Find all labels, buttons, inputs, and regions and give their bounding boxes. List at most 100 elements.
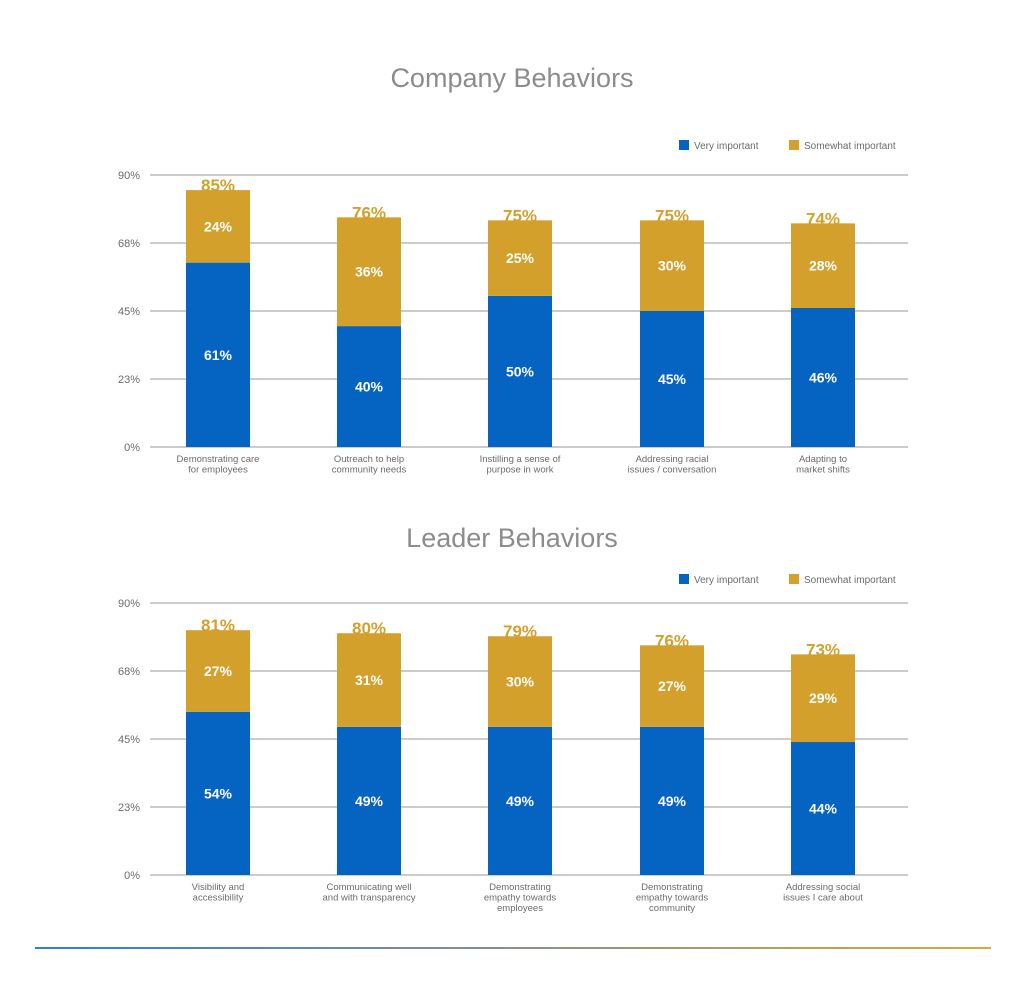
category-label-line: Demonstrating: [641, 882, 703, 893]
data-label-total: 74%: [806, 209, 840, 228]
y-tick-label: 0%: [124, 870, 140, 882]
category-label-line: Communicating well: [326, 882, 411, 893]
bar-very-important: [488, 295, 552, 447]
data-label-very-important: 50%: [506, 363, 535, 379]
y-tick-label: 0%: [124, 442, 140, 454]
category-label: Visibility and accessibility: [192, 882, 245, 904]
category-label: Demonstrating care for employees: [177, 454, 260, 476]
data-label-total: 81%: [201, 616, 235, 635]
bar-very-important: [186, 711, 250, 875]
bar-very-important: [186, 262, 250, 447]
category-label: Addressing racial issues / conversation: [628, 454, 717, 476]
legend-very-important-swatch: [679, 140, 689, 150]
category-label-line: Addressing racial: [636, 454, 709, 465]
data-label-total: 76%: [352, 203, 386, 222]
legend-very-important-label: Very important: [694, 575, 759, 586]
category-label-line: employees: [497, 903, 543, 914]
bar-somewhat-important: [337, 217, 401, 327]
y-tick-label: 68%: [118, 238, 140, 250]
chart-title: Company Behaviors: [390, 63, 633, 93]
category-label-line: and with transparency: [323, 893, 416, 904]
bar-somewhat-important: [640, 220, 704, 311]
data-label-total: 73%: [806, 640, 840, 659]
bar-somewhat-important: [488, 220, 552, 296]
category-label: Outreach to help community needs: [332, 454, 407, 476]
chart-title: Leader Behaviors: [406, 523, 618, 553]
data-label-very-important: 54%: [204, 785, 233, 801]
category-label-line: Adapting to: [799, 454, 847, 465]
bar-somewhat-important: [640, 645, 704, 727]
data-label-very-important: 49%: [658, 793, 687, 809]
bar-very-important: [640, 726, 704, 875]
data-label-somewhat-important: 28%: [809, 258, 838, 274]
category-label: Communicating well and with transparency: [323, 882, 416, 904]
y-tick-label: 45%: [118, 734, 140, 746]
data-label-somewhat-important: 31%: [355, 672, 384, 688]
bar-somewhat-important: [791, 223, 855, 308]
category-label-line: Demonstrating care: [177, 454, 260, 465]
category-label: Demonstrating empathy towards employees: [484, 882, 557, 914]
category-label-line: Visibility and: [192, 882, 245, 893]
y-tick-label: 23%: [118, 374, 140, 386]
data-label-total: 80%: [352, 619, 386, 638]
data-label-total: 75%: [503, 206, 537, 225]
category-label-line: Demonstrating: [489, 882, 551, 893]
bar-somewhat-important: [186, 190, 250, 263]
bar-very-important: [337, 726, 401, 875]
bar-somewhat-important: [488, 636, 552, 727]
data-label-somewhat-important: 30%: [658, 258, 687, 274]
category-label-line: empathy towards: [484, 893, 557, 904]
data-label-very-important: 46%: [809, 369, 838, 385]
bar-very-important: [488, 726, 552, 875]
category-label-line: market shifts: [796, 465, 850, 476]
y-tick-label: 90%: [118, 598, 140, 610]
category-label: Instilling a sense of purpose in work: [480, 454, 561, 476]
data-label-total: 75%: [655, 206, 689, 225]
legend-somewhat-important-swatch: [789, 574, 799, 584]
y-tick-label: 23%: [118, 802, 140, 814]
data-label-somewhat-important: 36%: [355, 264, 384, 280]
data-label-somewhat-important: 24%: [204, 218, 233, 234]
data-label-total: 79%: [503, 622, 537, 641]
bar-somewhat-important: [337, 633, 401, 727]
data-label-very-important: 49%: [506, 793, 535, 809]
legend-very-important-swatch: [679, 574, 689, 584]
y-tick-label: 45%: [118, 306, 140, 318]
leader-behaviors-chart: Leader Behaviors 0% 23% 45% 68% 90% Very impor…: [118, 523, 908, 914]
data-label-very-important: 49%: [355, 793, 384, 809]
bar-very-important: [337, 326, 401, 447]
bar-very-important: [791, 307, 855, 447]
data-label-somewhat-important: 30%: [506, 674, 535, 690]
legend-somewhat-important-swatch: [789, 140, 799, 150]
footer-divider: [35, 947, 991, 949]
category-label: Adapting to market shifts: [796, 454, 850, 476]
y-tick-label: 68%: [118, 666, 140, 678]
data-label-somewhat-important: 27%: [658, 678, 687, 694]
data-label-very-important: 44%: [809, 801, 838, 817]
data-label-very-important: 40%: [355, 379, 384, 395]
category-label: Addressing social issues I care about: [783, 882, 863, 904]
data-label-somewhat-important: 25%: [506, 250, 535, 266]
bar-very-important: [640, 311, 704, 447]
data-label-very-important: 45%: [658, 371, 687, 387]
legend-somewhat-important-label: Somewhat important: [804, 575, 896, 586]
data-label-very-important: 61%: [204, 347, 233, 363]
category-label: Demonstrating empathy towards community: [636, 882, 709, 914]
category-label-line: for employees: [188, 465, 248, 476]
data-label-total: 76%: [655, 631, 689, 650]
category-label-line: community: [649, 903, 695, 914]
data-label-total: 85%: [201, 176, 235, 195]
legend-somewhat-important-label: Somewhat important: [804, 141, 896, 152]
data-label-somewhat-important: 29%: [809, 690, 838, 706]
category-label-line: community needs: [332, 465, 407, 476]
category-label-line: Instilling a sense of: [480, 454, 561, 465]
bar-somewhat-important: [186, 630, 250, 712]
bar-somewhat-important: [791, 654, 855, 743]
category-label-line: Addressing social: [786, 882, 860, 893]
category-label-line: empathy towards: [636, 893, 709, 904]
y-tick-label: 90%: [118, 170, 140, 182]
category-label-line: Outreach to help: [334, 454, 404, 465]
bar-very-important: [791, 742, 855, 875]
data-label-somewhat-important: 27%: [204, 663, 233, 679]
